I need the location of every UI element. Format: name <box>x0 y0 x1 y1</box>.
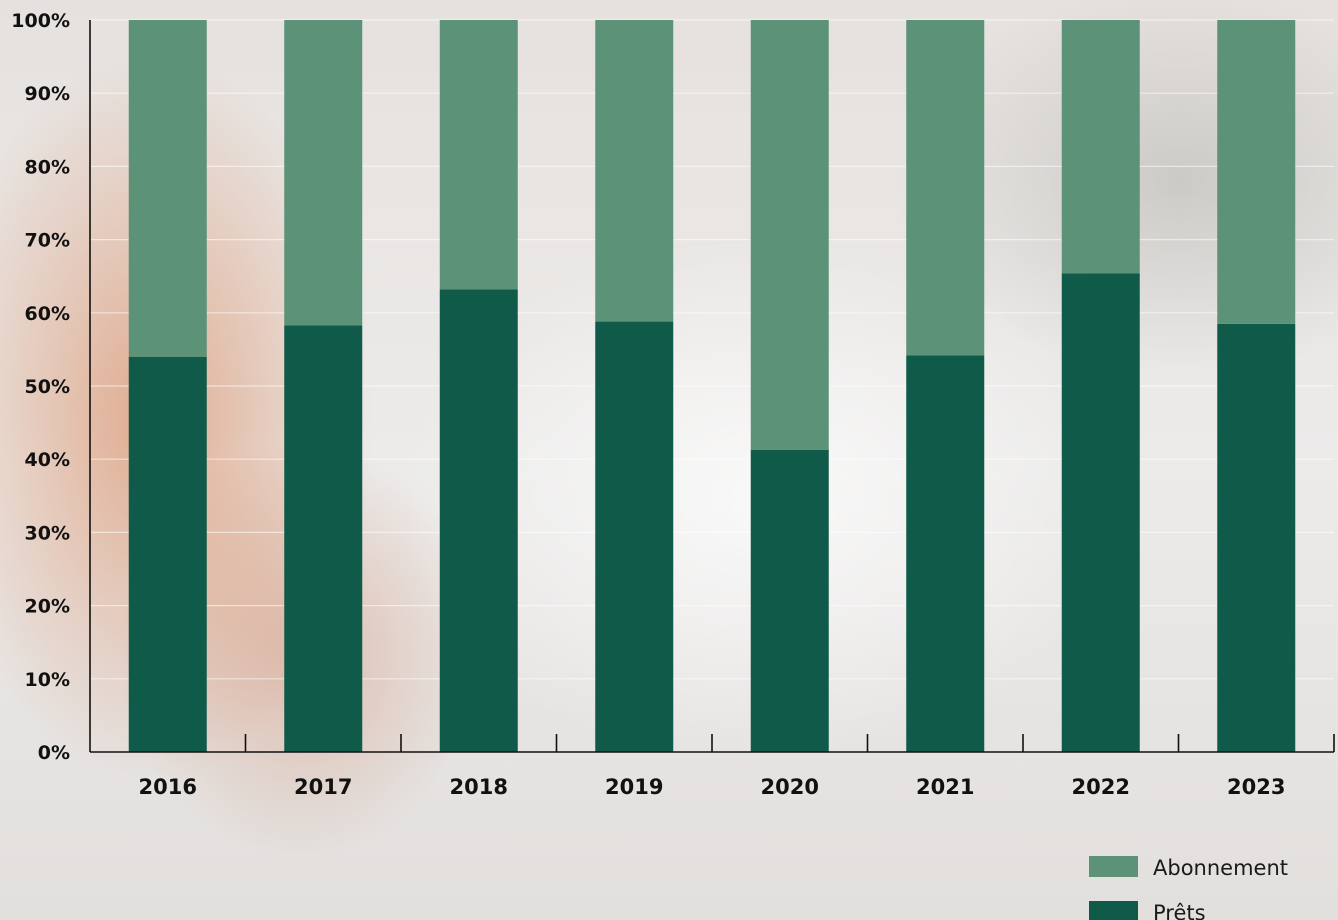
bar-segment-abonnement <box>1061 20 1140 274</box>
legend-swatch <box>1089 901 1138 920</box>
axes <box>89 20 1335 753</box>
bar-segment-abonnement <box>595 20 674 322</box>
y-tick-label: 70% <box>25 230 70 252</box>
y-tick-label: 30% <box>25 522 70 544</box>
y-tick-label: 40% <box>25 449 70 471</box>
y-tick-label: 0% <box>38 742 70 764</box>
bar-segment-abonnement <box>906 20 985 356</box>
bars <box>128 20 1296 752</box>
bar-segment-pr-ts <box>1217 323 1296 752</box>
y-tick-label: 20% <box>25 596 70 618</box>
x-tick-label: 2017 <box>294 775 352 799</box>
bar-segment-pr-ts <box>906 355 985 752</box>
x-tick-labels: 2016 2017 2018 2019 2020 2021 2022 2023 <box>139 775 1286 799</box>
bar-segment-abonnement <box>284 20 363 326</box>
legend-label: Abonnement <box>1153 856 1288 880</box>
x-tick-label: 2023 <box>1227 775 1285 799</box>
legend: Abonnement Prêts <box>1089 856 1288 920</box>
x-tick-label: 2022 <box>1072 775 1130 799</box>
y-tick-labels: 0% 10% 20% 30% 40% 50% 60% 70% 80% 90% 100% <box>11 10 70 764</box>
y-tick-label: 80% <box>25 156 70 178</box>
bar-segment-abonnement <box>128 20 207 357</box>
legend-swatch <box>1089 856 1138 877</box>
legend-label: Prêts <box>1153 901 1206 920</box>
x-tick-label: 2021 <box>916 775 974 799</box>
x-tick-label: 2016 <box>139 775 197 799</box>
y-tick-label: 10% <box>25 669 70 691</box>
x-tick-label: 2019 <box>605 775 663 799</box>
y-tick-label: 50% <box>25 376 70 398</box>
bar-segment-pr-ts <box>750 449 829 752</box>
bar-segment-pr-ts <box>284 325 363 752</box>
bar-segment-pr-ts <box>1061 273 1140 752</box>
x-tick-label: 2018 <box>450 775 508 799</box>
x-tick-label: 2020 <box>761 775 819 799</box>
y-tick-label: 60% <box>25 303 70 325</box>
bar-segment-abonnement <box>750 20 829 450</box>
bar-segment-pr-ts <box>595 321 674 752</box>
y-tick-label: 100% <box>11 10 70 32</box>
bar-segment-abonnement <box>439 20 518 290</box>
y-tick-label: 90% <box>25 83 70 105</box>
bar-segment-abonnement <box>1217 20 1296 324</box>
bar-segment-pr-ts <box>439 289 518 752</box>
bar-segment-pr-ts <box>128 356 207 752</box>
grid-lines <box>90 19 1334 680</box>
